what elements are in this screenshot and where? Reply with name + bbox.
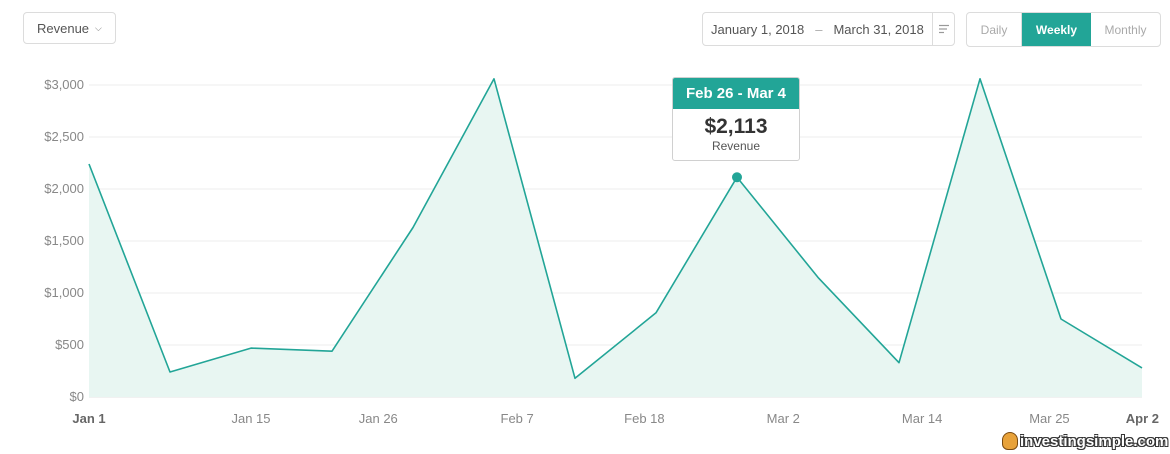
granularity-toggle[interactable]: Daily Weekly Monthly (966, 12, 1161, 47)
tooltip-period: Feb 26 - Mar 4 (673, 78, 799, 109)
granularity-daily-button[interactable]: Daily (967, 13, 1022, 46)
date-start[interactable]: January 1, 2018 (711, 21, 805, 37)
y-tick-label: $2,500 (44, 129, 84, 144)
y-tick-label: $0 (70, 389, 84, 404)
y-tick-label: $1,000 (44, 285, 84, 300)
x-tick-label: Jan 26 (359, 411, 398, 426)
chart-tooltip: Feb 26 - Mar 4 $2,113 Revenue (672, 77, 800, 161)
x-tick-label: Feb 18 (624, 411, 664, 426)
y-tick-label: $3,000 (44, 77, 84, 92)
x-tick-label: Mar 14 (902, 411, 942, 426)
granularity-monthly-button[interactable]: Monthly (1104, 22, 1147, 37)
tooltip-label: Revenue (711, 139, 761, 153)
x-tick-label: Apr 2 (1126, 411, 1159, 426)
filter-lines-icon[interactable] (932, 13, 954, 45)
date-separator: – (815, 21, 823, 37)
y-tick-label: $2,000 (44, 181, 84, 196)
tooltip-value: $2,113 (704, 115, 768, 138)
highlighted-data-point[interactable] (732, 172, 742, 183)
revenue-line (88, 78, 1143, 380)
watermark-logo: investingsimple.com (1002, 430, 1168, 452)
metric-dropdown[interactable]: Revenue ⌵ (23, 12, 116, 44)
x-tick-label: Jan 15 (231, 411, 270, 426)
y-tick-label: $1,500 (44, 233, 84, 248)
date-range-picker[interactable]: January 1, 2018 – March 31, 2018 (702, 12, 955, 46)
x-tick-label: Mar 25 (1029, 411, 1069, 426)
chevron-down-icon: ⌵ (95, 22, 102, 33)
date-end[interactable]: March 31, 2018 (833, 21, 924, 37)
x-tick-label: Jan 1 (72, 411, 105, 426)
watermark-text: investingsimple.com (1020, 432, 1169, 450)
x-tick-label: Mar 2 (767, 411, 800, 426)
y-tick-label: $500 (55, 337, 84, 352)
metric-dropdown-label: Revenue (37, 20, 90, 36)
granularity-weekly-button[interactable]: Weekly (1022, 13, 1091, 46)
x-tick-label: Feb 7 (501, 411, 534, 426)
money-bag-icon (1002, 432, 1018, 450)
